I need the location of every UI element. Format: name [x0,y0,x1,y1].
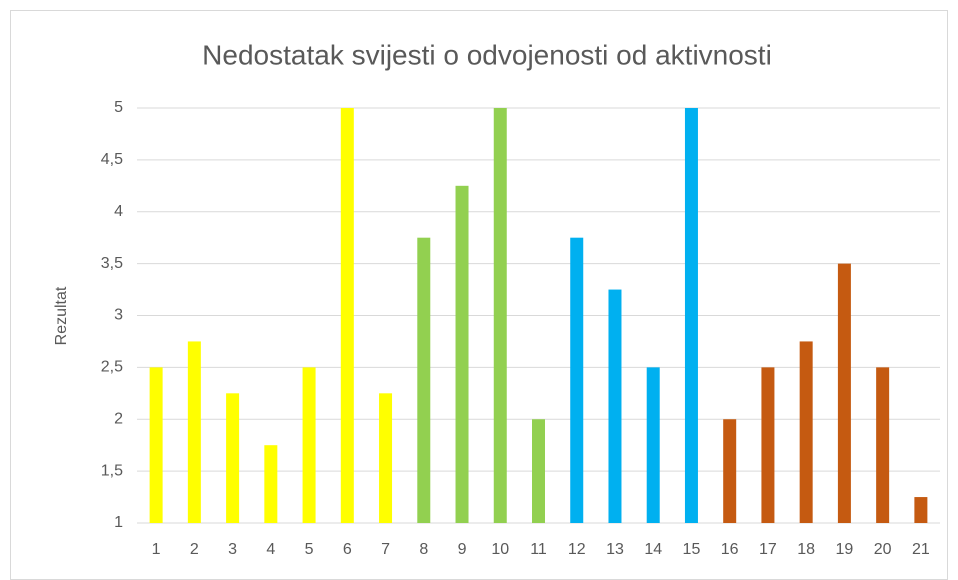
bar [570,237,584,523]
x-tick-label: 2 [190,541,199,558]
bar [340,108,354,523]
x-tick-label: 13 [606,541,624,558]
x-tick-label: 10 [491,541,509,558]
bar [455,185,469,523]
y-tick-label: 3 [114,307,123,324]
y-tick-label: 3,5 [101,255,123,272]
x-tick-label: 21 [912,541,930,558]
bar [532,419,545,523]
x-tick-label: 7 [381,541,390,558]
x-tick-label: 14 [644,541,662,558]
x-tick-label: 15 [683,541,701,558]
bar [876,367,890,523]
x-tick-label: 3 [228,541,237,558]
chart-title: Nedostatak svijesti o odvojenosti od akt… [202,39,772,70]
bar [226,393,240,523]
x-tick-label: 20 [874,541,892,558]
bar [417,237,431,523]
y-tick-label: 1,5 [101,462,123,479]
bar [493,108,507,523]
bar [187,341,201,523]
bar [608,289,622,523]
bar [837,263,851,523]
x-tick-label: 12 [568,541,586,558]
bar [302,367,316,523]
y-tick-label: 2,5 [101,359,123,376]
y-tick-label: 2 [114,410,123,427]
y-axis-label: Rezultat [53,286,70,345]
bar [264,445,278,523]
y-tick-label: 4 [114,203,123,220]
x-tick-label: 6 [343,541,352,558]
y-tick-label: 4,5 [101,151,123,168]
bar [379,393,393,523]
bar [799,341,813,523]
bar [761,367,775,523]
bar [723,419,737,523]
bar [684,108,698,523]
x-tick-label: 11 [530,541,547,558]
y-tick-label: 1 [114,514,123,531]
x-tick-label: 4 [266,541,275,558]
chart-frame [10,10,948,580]
x-tick-label: 19 [836,541,854,558]
x-tick-label: 5 [305,541,314,558]
x-tick-label: 9 [458,541,467,558]
y-tick-label: 5 [114,99,123,116]
x-tick-label: 18 [797,541,815,558]
bar [646,367,660,523]
x-tick-label: 17 [759,541,777,558]
x-tick-label: 8 [419,541,428,558]
x-tick-label: 1 [152,541,161,558]
bar [914,497,928,523]
bar [149,367,163,523]
x-tick-label: 16 [721,541,739,558]
